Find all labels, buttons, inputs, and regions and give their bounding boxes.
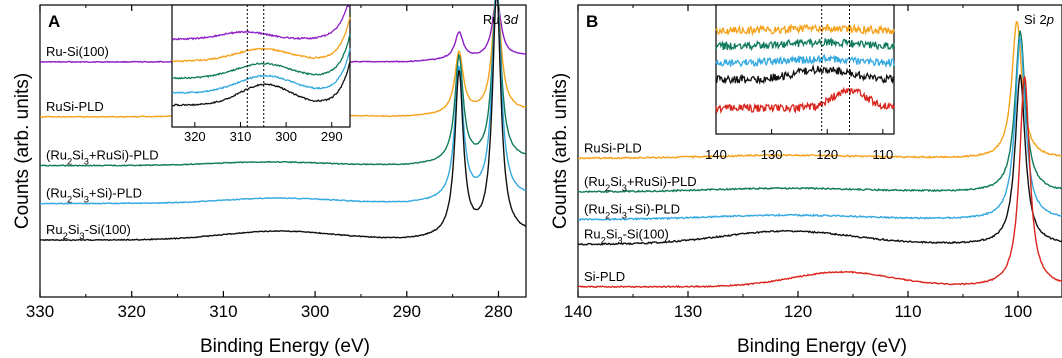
inset-x-tick-label: 130 <box>761 147 783 162</box>
x-tick-label: 320 <box>118 302 146 321</box>
y-axis-label: Counts (arb. units) <box>550 73 571 229</box>
inset-x-tick-label: 140 <box>705 147 727 162</box>
inset-spectrum-line-3 <box>171 33 351 80</box>
inset-spectrum-line-5 <box>171 61 351 107</box>
panel-label: B <box>586 12 598 31</box>
spectrum-line-1 <box>577 21 1062 160</box>
x-tick-label: 300 <box>301 302 329 321</box>
inset-spectrum-line-2 <box>171 16 351 63</box>
core-level-label: Si 2p <box>1024 12 1054 27</box>
x-axis-label: Binding Energy (eV) <box>200 336 370 357</box>
series-label: Ru2Si3-Si(100) <box>46 222 131 241</box>
spectrum-line-5 <box>577 76 1062 289</box>
inset-spectrum-line-4 <box>715 63 895 85</box>
core-level-label: Ru 3d <box>483 12 519 27</box>
series-label: (Ru2Si3+RuSi)-PLD <box>46 148 159 167</box>
x-tick-label: 110 <box>894 302 921 321</box>
inset-spectrum-line-5 <box>715 86 895 115</box>
spectrum-line-5 <box>39 0 527 242</box>
series-label: Ru2Si3-Si(100) <box>584 226 669 245</box>
series-label: Ru-Si(100) <box>46 44 109 59</box>
series-label: RuSi-PLD <box>584 140 642 155</box>
series-label: RuSi-PLD <box>46 99 104 114</box>
x-tick-label: 100 <box>1004 302 1032 321</box>
spectrum-line-4 <box>39 0 527 205</box>
inset-spectrum-line-2 <box>715 36 895 52</box>
inset-x-tick-label: 310 <box>230 129 252 144</box>
x-tick-label: 120 <box>784 302 812 321</box>
inset-spectrum-line-3 <box>715 54 895 69</box>
inset-x-tick-label: 320 <box>184 129 206 144</box>
x-tick-label: 130 <box>674 302 702 321</box>
series-label: (Ru2Si3+Si)-PLD <box>584 202 680 221</box>
series-label: (Ru2Si3+Si)-PLD <box>46 186 142 205</box>
x-tick-label: 140 <box>564 302 592 321</box>
inset-x-tick-label: 110 <box>873 147 894 162</box>
panel-label: A <box>48 12 60 31</box>
x-tick-label: 290 <box>393 302 421 321</box>
inset-x-tick-label: 300 <box>275 129 297 144</box>
inset-x-tick-label: 120 <box>816 147 838 162</box>
inset-spectrum-line-1 <box>715 23 895 37</box>
spectrum-line-3 <box>39 0 527 167</box>
x-tick-label: 280 <box>484 302 512 321</box>
inset-frame <box>171 4 351 128</box>
x-axis-label: Binding Energy (eV) <box>737 336 907 357</box>
x-tick-label: 310 <box>209 302 237 321</box>
series-label: (Ru2Si3+RuSi)-PLD <box>584 174 697 193</box>
series-label: Si-PLD <box>584 269 625 284</box>
inset-spectrum-line-1 <box>171 5 350 41</box>
spectrum-line-2 <box>577 30 1062 194</box>
inset-x-tick-label: 290 <box>321 129 343 144</box>
inset-spectrum-line-4 <box>171 48 351 94</box>
spectrum-line-4 <box>577 74 1062 246</box>
x-tick-label: 330 <box>26 302 54 321</box>
y-axis-label: Counts (arb. units) <box>12 73 33 229</box>
spectrum-line-3 <box>578 37 1062 222</box>
